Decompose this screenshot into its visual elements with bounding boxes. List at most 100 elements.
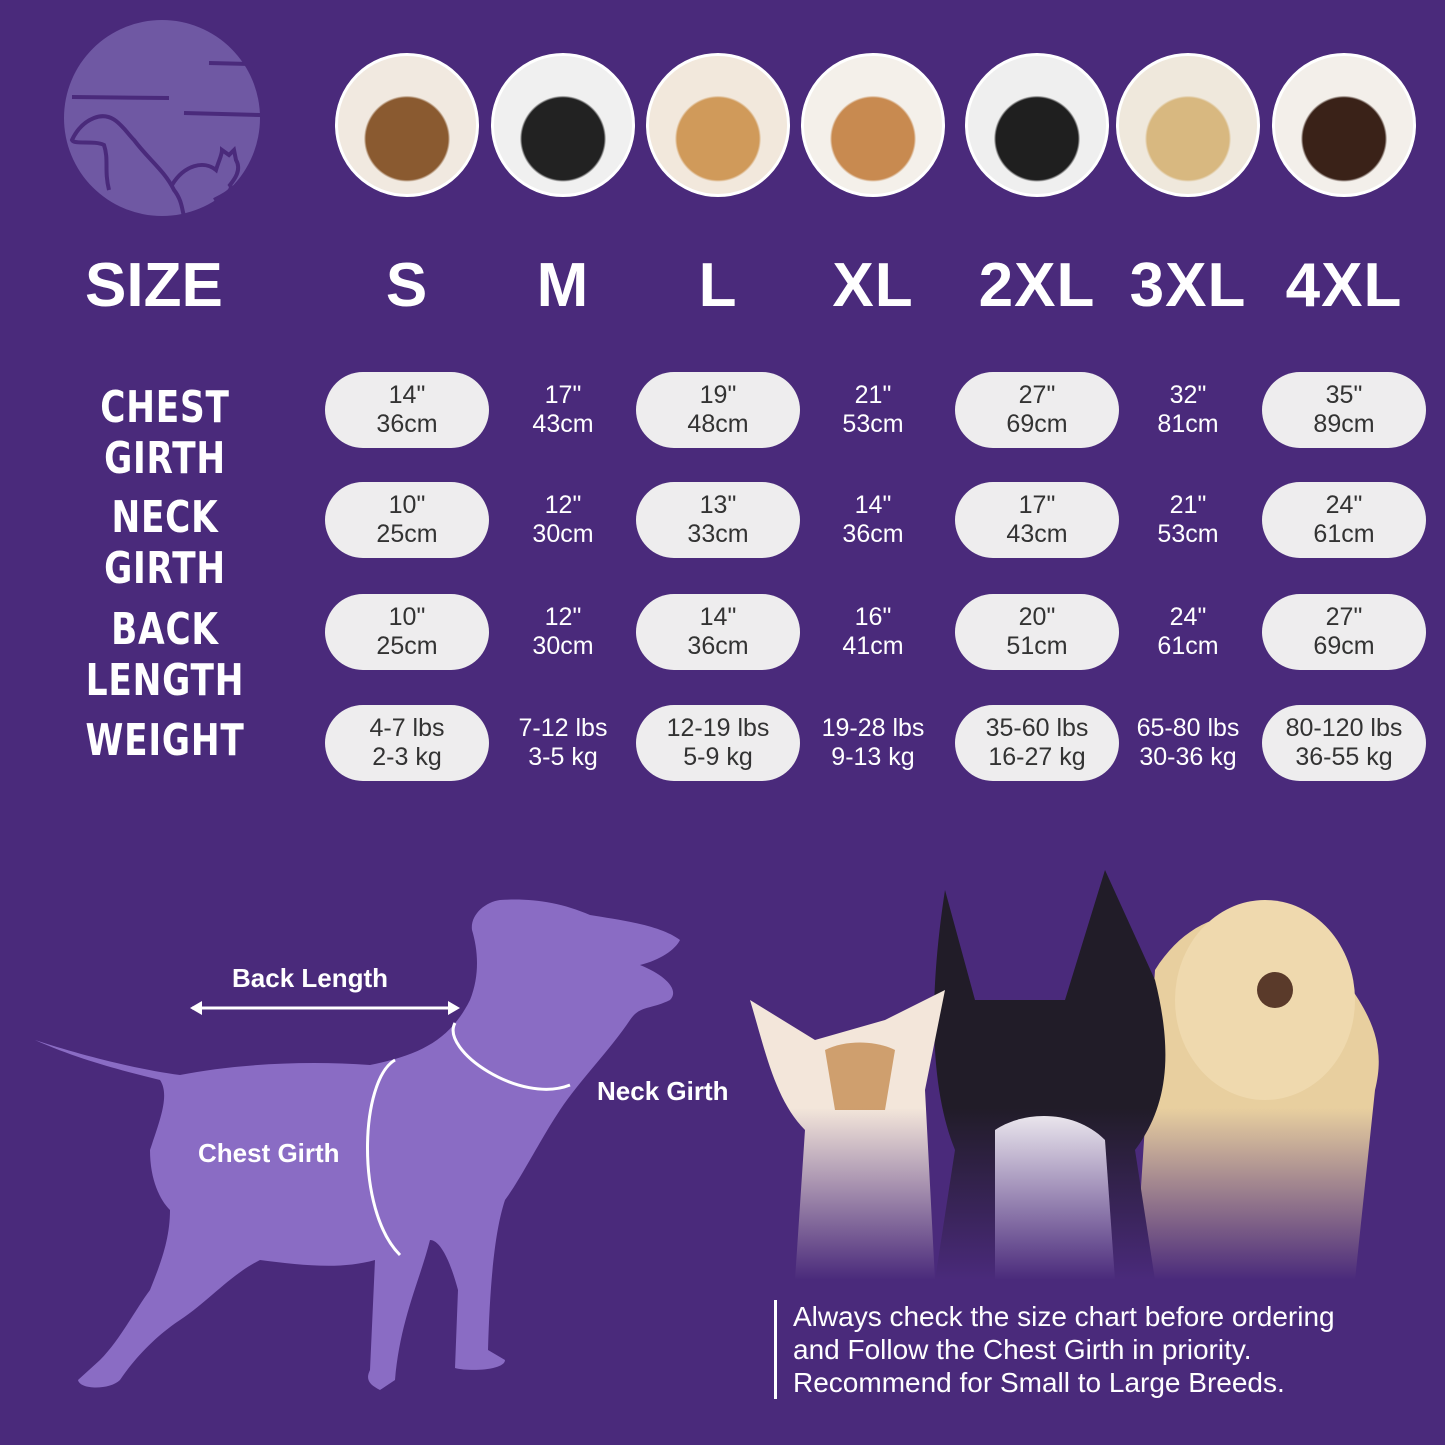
metric-value: 30cm	[532, 632, 594, 660]
size-header-l: L	[698, 251, 738, 320]
imperial-value: 21"	[1169, 491, 1207, 519]
metric-value: 36cm	[687, 632, 749, 660]
imperial-value: 7-12 lbs	[518, 714, 608, 742]
table-cell: 19" 48cm	[636, 372, 800, 448]
table-cell: 16" 41cm	[791, 594, 955, 670]
metric-value: 36cm	[376, 410, 438, 438]
chest-girth-label: Chest Girth	[198, 1138, 340, 1168]
table-cell: 13" 33cm	[636, 482, 800, 558]
dog-cat-logo-icon	[69, 61, 290, 217]
imperial-value: 13"	[699, 491, 737, 519]
metric-value: 16-27 kg	[988, 743, 1086, 771]
metric-value: 43cm	[532, 410, 594, 438]
imperial-value: 80-120 lbs	[1285, 714, 1403, 742]
table-cell: 17" 43cm	[481, 372, 645, 448]
metric-value: 9-13 kg	[831, 743, 915, 771]
table-cell: 14" 36cm	[791, 482, 955, 558]
table-cell: 32" 81cm	[1106, 372, 1270, 448]
breed-photo-shih-tzu	[335, 53, 479, 197]
neck-girth-label: Neck Girth	[597, 1076, 729, 1106]
table-cell: 12-19 lbs 5-9 kg	[636, 705, 800, 781]
note-line: Always check the size chart before order…	[793, 1301, 1335, 1332]
metric-value: 51cm	[1006, 632, 1068, 660]
imperial-value: 35"	[1325, 381, 1363, 409]
table-cell: 12" 30cm	[481, 482, 645, 558]
metric-value: 41cm	[842, 632, 904, 660]
back-length-label: Back Length	[232, 963, 389, 993]
table-cell: 80-120 lbs 36-55 kg	[1262, 705, 1426, 781]
metric-value: 30cm	[532, 520, 594, 548]
metric-value: 61cm	[1157, 632, 1219, 660]
table-cell: 24" 61cm	[1106, 594, 1270, 670]
table-cell: 21" 53cm	[791, 372, 955, 448]
note-line: and Follow the Chest Girth in priority.	[793, 1334, 1252, 1365]
row-label: BACK LENGTH	[85, 604, 245, 706]
note-line: Recommend for Small to Large Breeds.	[793, 1367, 1285, 1398]
metric-value: 53cm	[842, 410, 904, 438]
breed-photo-beagle	[801, 53, 945, 197]
table-cell: 14" 36cm	[636, 594, 800, 670]
metric-value: 81cm	[1157, 410, 1219, 438]
table-cell: 10" 25cm	[325, 482, 489, 558]
metric-value: 2-3 kg	[372, 743, 442, 771]
imperial-value: 10"	[388, 603, 426, 631]
size-header-xl: XL	[832, 251, 914, 320]
table-cell: 14" 36cm	[325, 372, 489, 448]
metric-value: 43cm	[1006, 520, 1068, 548]
table-cell: 65-80 lbs 30-36 kg	[1106, 705, 1270, 781]
imperial-value: 35-60 lbs	[985, 714, 1089, 742]
table-cell: 35" 89cm	[1262, 372, 1426, 448]
table-cell: 24" 61cm	[1262, 482, 1426, 558]
metric-value: 89cm	[1313, 410, 1375, 438]
imperial-value: 4-7 lbs	[369, 714, 445, 742]
table-cell: 20" 51cm	[955, 594, 1119, 670]
table-cell: 27" 69cm	[1262, 594, 1426, 670]
table-cell: 12" 30cm	[481, 594, 645, 670]
imperial-value: 16"	[854, 603, 892, 631]
size-header-3xl: 3XL	[1129, 251, 1247, 320]
breed-photo-border-collie	[965, 53, 1109, 197]
metric-value: 30-36 kg	[1139, 743, 1237, 771]
table-cell: 35-60 lbs 16-27 kg	[955, 705, 1119, 781]
metric-value: 33cm	[687, 520, 749, 548]
row-label: WEIGHT	[85, 715, 245, 766]
metric-value: 69cm	[1006, 410, 1068, 438]
imperial-value: 12"	[544, 603, 582, 631]
imperial-value: 27"	[1325, 603, 1363, 631]
metric-value: 25cm	[376, 520, 438, 548]
metric-value: 61cm	[1313, 520, 1375, 548]
imperial-value: 14"	[699, 603, 737, 631]
metric-value: 25cm	[376, 632, 438, 660]
size-header-2xl: 2XL	[978, 251, 1096, 320]
imperial-value: 32"	[1169, 381, 1207, 409]
imperial-value: 19-28 lbs	[821, 714, 925, 742]
metric-value: 69cm	[1313, 632, 1375, 660]
table-cell: 7-12 lbs 3-5 kg	[481, 705, 645, 781]
metric-value: 5-9 kg	[683, 743, 753, 771]
imperial-value: 24"	[1169, 603, 1207, 631]
imperial-value: 65-80 lbs	[1136, 714, 1240, 742]
size-header-label: SIZE	[85, 251, 223, 320]
table-cell: 27" 69cm	[955, 372, 1119, 448]
metric-value: 3-5 kg	[528, 743, 598, 771]
dog-measurement-silhouette	[35, 899, 680, 1390]
brand-logo	[64, 20, 290, 217]
table-cell: 17" 43cm	[955, 482, 1119, 558]
size-header-m: M	[536, 251, 590, 320]
table-cell: 19-28 lbs 9-13 kg	[791, 705, 955, 781]
breed-photo-boston-terrier	[491, 53, 635, 197]
breed-photo-doberman	[1272, 53, 1416, 197]
metric-value: 36-55 kg	[1295, 743, 1393, 771]
breed-photo-cocker-spaniel	[646, 53, 790, 197]
sizing-note: Always check the size chart before order…	[774, 1300, 1335, 1399]
row-label: NECK GIRTH	[104, 492, 226, 594]
table-cell: 10" 25cm	[325, 594, 489, 670]
table-cell: 21" 53cm	[1106, 482, 1270, 558]
imperial-value: 14"	[854, 491, 892, 519]
imperial-value: 10"	[388, 491, 426, 519]
imperial-value: 17"	[544, 381, 582, 409]
imperial-value: 27"	[1018, 381, 1056, 409]
imperial-value: 17"	[1018, 491, 1056, 519]
imperial-value: 21"	[854, 381, 892, 409]
imperial-value: 14"	[388, 381, 426, 409]
